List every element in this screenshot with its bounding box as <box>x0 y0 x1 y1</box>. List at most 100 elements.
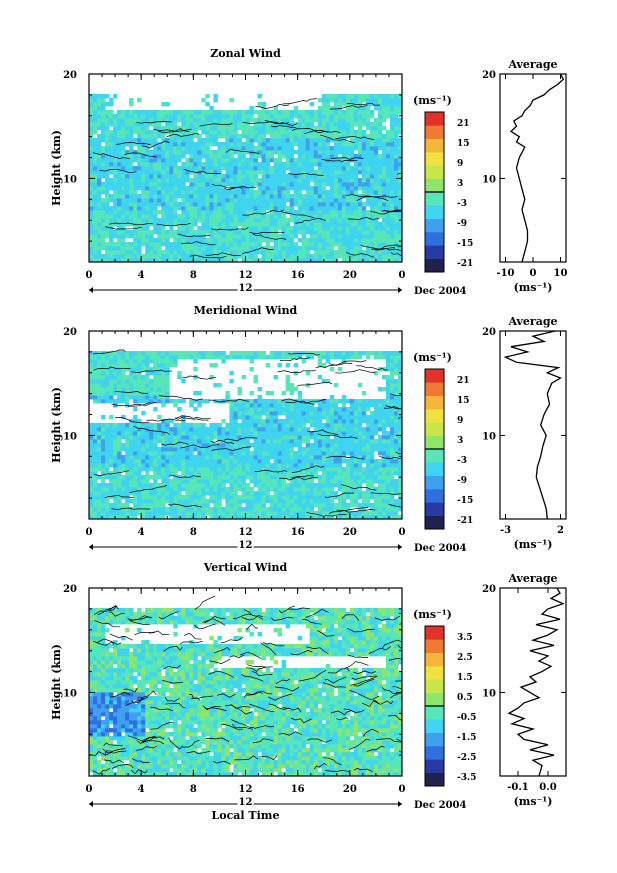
heatmap-cell <box>373 499 379 504</box>
heatmap-cell <box>317 122 323 127</box>
heatmap-cell <box>297 142 303 147</box>
heatmap-cell <box>357 427 363 432</box>
heatmap-cell <box>397 230 402 235</box>
heatmap-cell <box>109 451 114 456</box>
heatmap-cell <box>253 174 258 179</box>
heatmap-cell <box>201 435 206 440</box>
heatmap-cell <box>261 198 266 203</box>
heatmap-cell <box>153 174 158 179</box>
heatmap-cell <box>213 423 218 428</box>
heatmap-cell <box>153 122 158 127</box>
heatmap-cell <box>245 182 250 187</box>
heatmap-cell <box>101 210 106 215</box>
heatmap-cell <box>333 435 339 440</box>
heatmap-cell <box>273 158 279 163</box>
heatmap-cell <box>113 138 118 143</box>
heatmap-cell <box>393 190 399 195</box>
heatmap-cell <box>137 138 142 143</box>
heatmap-cell <box>313 142 319 147</box>
heatmap-cell <box>137 182 142 187</box>
heatmap-cell <box>313 158 319 163</box>
heatmap-cell <box>293 246 299 251</box>
heatmap-cell <box>257 166 262 171</box>
heatmap-cell <box>149 507 154 512</box>
heatmap-cell <box>137 206 142 211</box>
heatmap-cell <box>105 194 110 199</box>
y-axis-label: Height (km) <box>50 130 63 206</box>
heatmap-cell <box>345 106 351 111</box>
heatmap-cell <box>397 126 402 131</box>
heatmap-cell <box>289 210 295 215</box>
heatmap-cell <box>137 467 142 472</box>
heatmap-cell <box>217 463 222 468</box>
heatmap-cell <box>361 443 367 448</box>
heatmap-cell <box>265 170 270 175</box>
heatmap-cell <box>261 467 266 472</box>
heatmap-cell <box>97 495 102 500</box>
heatmap-cell <box>285 222 291 227</box>
heatmap-cell <box>149 455 154 460</box>
heatmap-cell <box>153 218 158 223</box>
heatmap-cell <box>337 110 343 115</box>
heatmap-cell <box>277 515 283 519</box>
heatmap-cell <box>309 423 315 428</box>
heatmap-cell <box>157 423 162 428</box>
heatmap-cell <box>121 230 126 235</box>
heatmap-cell <box>133 254 138 259</box>
heatmap-cell <box>141 162 146 167</box>
heatmap-cell <box>369 138 375 143</box>
heatmap-cell <box>213 118 218 123</box>
heatmap-cell <box>197 467 202 472</box>
heatmap-cell <box>177 459 182 464</box>
contour-line <box>295 217 326 224</box>
heatmap-cell <box>325 431 331 436</box>
heatmap-cell <box>393 254 399 259</box>
heatmap-cell <box>285 230 291 235</box>
heatmap-cell <box>257 138 262 143</box>
heatmap-cell <box>241 190 246 195</box>
heatmap-cell <box>193 250 198 255</box>
heatmap-cell <box>89 154 94 159</box>
heatmap-cell <box>257 110 262 115</box>
heatmap-cell <box>241 234 246 239</box>
heatmap-cell <box>393 515 399 519</box>
heatmap-cell <box>385 459 391 464</box>
heatmap-cell <box>205 170 210 175</box>
heatmap-cell <box>185 202 190 207</box>
heatmap-cell <box>117 150 122 155</box>
heatmap-cell <box>365 475 371 480</box>
heatmap-cell <box>365 487 371 492</box>
heatmap-cell <box>133 439 138 444</box>
heatmap-cell <box>129 483 134 488</box>
heatmap-cell <box>161 202 166 207</box>
heatmap-cell <box>269 194 274 199</box>
heatmap-cell <box>161 427 166 432</box>
heatmap-cell <box>129 475 134 480</box>
heatmap-cell <box>165 214 170 219</box>
heatmap-cell <box>133 242 138 247</box>
heatmap-cell <box>225 210 230 215</box>
heatmap-cell <box>273 431 279 436</box>
heatmap-cell <box>393 242 399 247</box>
heatmap-cell <box>213 503 218 508</box>
heatmap-cell <box>253 110 258 115</box>
heatmap-cell <box>393 467 399 472</box>
heatmap-cell <box>89 455 94 460</box>
heatmap-cell <box>97 122 102 127</box>
heatmap-cell <box>357 463 363 468</box>
heatmap-cell <box>257 423 262 428</box>
heatmap-cell <box>109 186 114 191</box>
heatmap-cell <box>253 451 258 456</box>
heatmap-cell <box>233 511 238 516</box>
heatmap-cell <box>161 507 166 512</box>
heatmap-cell <box>341 238 347 243</box>
heatmap-cell <box>157 439 162 444</box>
heatmap-cell <box>357 238 363 243</box>
heatmap-cell <box>329 238 335 243</box>
heatmap-cell <box>349 447 355 452</box>
heatmap-cell <box>269 431 274 436</box>
heatmap-cell <box>289 218 295 223</box>
heatmap-cell <box>189 202 194 207</box>
heatmap-cell <box>261 435 266 440</box>
heatmap-cell <box>269 174 274 179</box>
